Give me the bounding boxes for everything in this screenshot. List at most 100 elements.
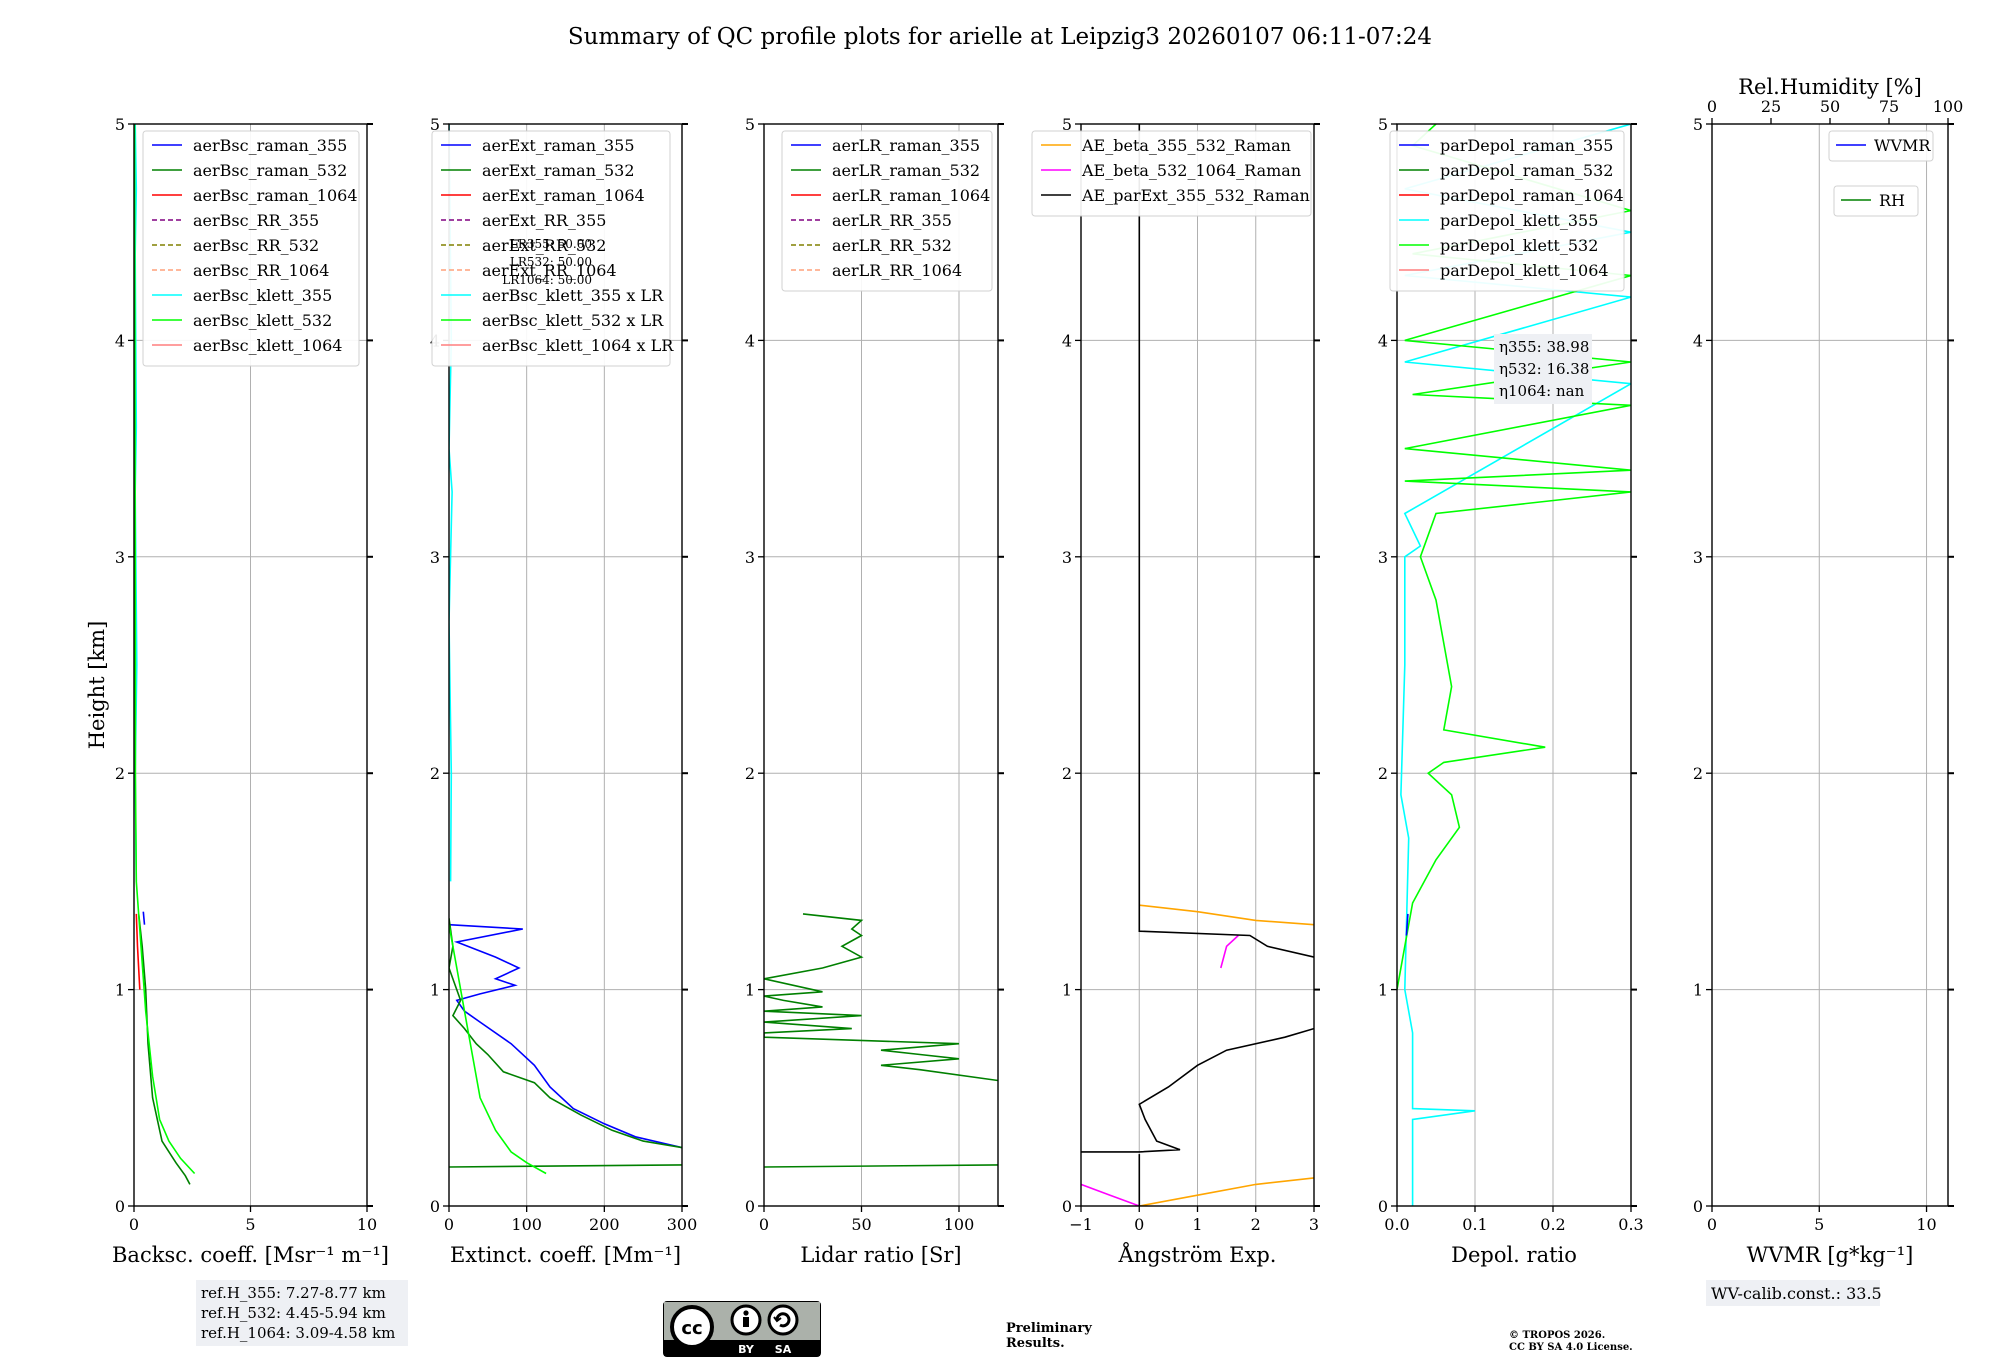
- legend: aerLR_raman_355 aerLR_raman_532 aerLR_rama…: [781, 130, 993, 292]
- x-tick-label: 5: [245, 1215, 255, 1234]
- top-tick-label: 75: [1879, 97, 1899, 116]
- copyright-line-2: CC BY SA 4.0 License.: [1509, 1342, 1633, 1353]
- series-line-AE_parExt_355_532_Raman: [1138, 124, 1314, 958]
- top-tick-label: 0: [1707, 97, 1717, 116]
- legend-label: WVMR: [1874, 136, 1931, 155]
- y-tick-label: 1: [430, 981, 440, 1000]
- x-tick-label: 1: [1192, 1215, 1202, 1234]
- legend-label: aerExt_raman_532: [482, 161, 635, 180]
- legend-label: aerBsc_klett_532 x LR: [482, 311, 664, 330]
- y-tick-label: 3: [745, 548, 755, 567]
- legend-label: aerBsc_klett_532: [193, 311, 332, 330]
- legend-label: AE_beta_532_1064_Raman: [1081, 161, 1301, 180]
- legend-label: aerBsc_raman_532: [193, 161, 347, 180]
- top-tick-label: 100: [1933, 97, 1964, 116]
- legend-label: aerExt_RR_532: [482, 236, 606, 255]
- y-tick-label: 5: [1378, 115, 1388, 134]
- y-tick-label: 3: [430, 548, 440, 567]
- legend-label: parDepol_raman_532: [1440, 161, 1613, 180]
- ref-height-532: ref.H_532: 4.45-5.94 km: [201, 1304, 386, 1322]
- x-axis-label: Ångström Exp.: [1118, 1242, 1277, 1267]
- series-line-aerBsc_klett_532 x LR: [449, 924, 547, 1175]
- x-tick-label: 0.1: [1462, 1215, 1487, 1234]
- y-tick-label: 3: [1062, 548, 1072, 567]
- x-tick-label: 5: [1814, 1215, 1824, 1234]
- x-axis-label: WVMR [g*kg⁻¹]: [1747, 1243, 1914, 1267]
- series-line-aerLR_raman_532: [764, 913, 998, 1082]
- cc-license-badge: cc BY SA: [663, 1301, 821, 1357]
- legend-label: aerBsc_klett_1064 x LR: [482, 336, 674, 355]
- y-tick-label: 0: [1693, 1197, 1703, 1216]
- y-tick-label: 0: [115, 1197, 125, 1216]
- legend-label: parDepol_klett_532: [1440, 236, 1598, 255]
- x-tick-label: 0: [129, 1215, 139, 1234]
- panel-backscatter: 0 1 2 3 4 5 0 5 10 Backsc. coeff. [Msr⁻¹ m⁻¹] aerB…: [112, 115, 389, 1267]
- axes-frame: [1711, 123, 1949, 1207]
- legend-label: aerBsc_RR_532: [193, 236, 319, 255]
- x-tick-label: 10: [357, 1215, 377, 1234]
- x-tick-label: 100: [944, 1215, 975, 1234]
- legend-label: aerBsc_raman_1064: [193, 186, 358, 205]
- y-tick-label: 2: [1693, 764, 1703, 783]
- x-tick-label: 0: [444, 1215, 454, 1234]
- x-tick-label: 200: [589, 1215, 620, 1234]
- y-tick-label: 1: [115, 981, 125, 1000]
- lr-note: LR1064: 50.00: [502, 273, 592, 287]
- y-tick-label: 5: [1062, 115, 1072, 134]
- y-tick-label: 1: [1062, 981, 1072, 1000]
- y-tick-label: 2: [115, 764, 125, 783]
- y-axis-label: Height [km]: [85, 621, 109, 750]
- series-line-AE_beta_532_1064_Raman_top: [1220, 934, 1239, 969]
- cc-icon: [670, 1305, 714, 1349]
- series-line-AE_beta_532_1064_Raman_bottom: [1081, 1183, 1140, 1206]
- series-line-AE_beta_355_532_Raman_top: [1139, 904, 1314, 926]
- y-tick-label: 4: [1693, 331, 1703, 350]
- legend-label: aerBsc_klett_1064: [193, 336, 342, 355]
- top-tick-label: 50: [1820, 97, 1840, 116]
- y-tick-label: 3: [1693, 548, 1703, 567]
- eta-note: η355: 38.98: [1499, 338, 1589, 356]
- x-tick-label: 10: [1916, 1215, 1936, 1234]
- wv-calib-box: WV-calib.const.: 33.5: [1706, 1280, 1882, 1306]
- legend-label: RH: [1879, 191, 1905, 210]
- ref-height-355: ref.H_355: 7.27-8.77 km: [201, 1284, 386, 1302]
- axes-frame: [763, 123, 999, 1207]
- legend: parDepol_raman_355 parDepol_raman_532 parD…: [1389, 130, 1625, 292]
- series-group: [1081, 124, 1314, 1206]
- legend-label: aerLR_RR_355: [832, 211, 952, 230]
- series-group: [764, 913, 998, 1168]
- x-tick-label: 300: [667, 1215, 698, 1234]
- preliminary-text-1: Preliminary: [1006, 1321, 1092, 1336]
- legend-label: aerExt_RR_355: [482, 211, 606, 230]
- y-tick-label: 5: [430, 115, 440, 134]
- legend-label: aerExt_raman_1064: [482, 186, 645, 205]
- series-line-parDepol_klett_532: [1397, 124, 1631, 990]
- x-tick-label: 3: [1309, 1215, 1319, 1234]
- lr-note: LR355: 50.00: [510, 237, 592, 251]
- legend-label: aerBsc_RR_355: [193, 211, 319, 230]
- y-tick-label: 2: [1378, 764, 1388, 783]
- x-tick-label: 0.3: [1618, 1215, 1643, 1234]
- y-tick-label: 4: [1378, 331, 1388, 350]
- x-axis-label: Extinct. coeff. [Mm⁻¹]: [450, 1243, 681, 1267]
- series-line-aerExt_raman_355: [449, 923, 682, 1149]
- legend-label: AE_parExt_355_532_Raman: [1081, 186, 1310, 205]
- legend: WVMR RH: [1828, 130, 1934, 217]
- series-line-aerExt_raman_532: [449, 918, 682, 1149]
- lr-note: LR532: 50.00: [510, 255, 592, 269]
- figure-title: Summary of QC profile plots for arielle …: [568, 24, 1432, 50]
- legend-label: aerBsc_klett_355 x LR: [482, 286, 664, 305]
- legend-label: aerBsc_raman_355: [193, 136, 347, 155]
- series-line-aerExt_RR_ground: [449, 1164, 682, 1168]
- x-tick-label: 0.0: [1384, 1215, 1409, 1234]
- panel-depol: 0 1 2 3 4 5 0.0 0.1 0.2 0.3 Depol. ratio parDepol_r…: [1378, 115, 1644, 1267]
- top-tick-label: 25: [1761, 97, 1781, 116]
- series-line-parDepol_raman_355: [1405, 913, 1409, 936]
- series-line-aerBsc_klett_532: [134, 124, 196, 1175]
- series-line-AE_parExt_lower: [1081, 1027, 1314, 1153]
- y-tick-label: 0: [745, 1197, 755, 1216]
- y-tick-label: 2: [430, 764, 440, 783]
- legend: aerExt_raman_355 aerExt_raman_532 aerExt_r…: [431, 130, 674, 367]
- panel-extinction: 0123450100200300Extinct. coeff. [Mm⁻¹]ae…: [430, 115, 697, 1267]
- legend-label: aerLR_raman_1064: [832, 186, 990, 205]
